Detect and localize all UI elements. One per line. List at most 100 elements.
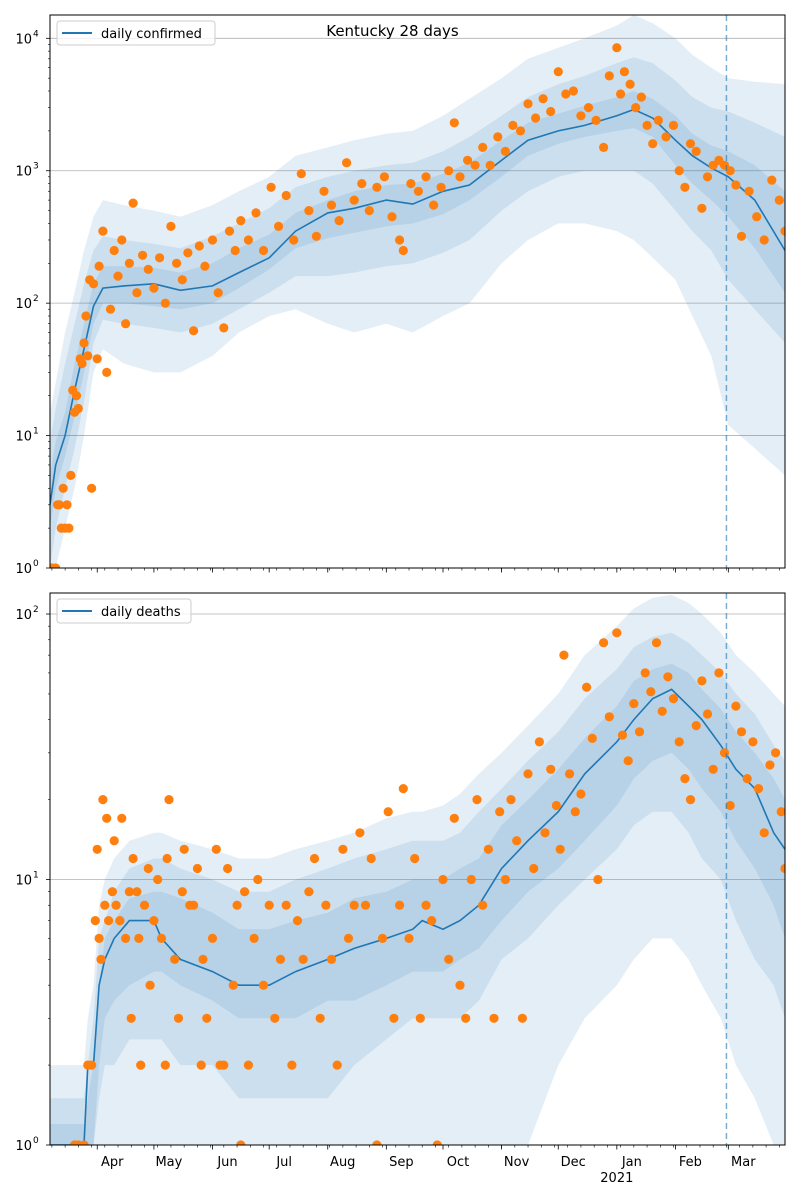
observed-point <box>332 1060 342 1070</box>
observed-point <box>296 169 306 179</box>
y-tick-exponent: 0 <box>33 559 39 569</box>
observed-point <box>172 258 182 268</box>
observed-point <box>500 874 510 885</box>
x-tick-label-apr: Apr <box>101 1155 124 1170</box>
observed-point <box>98 795 108 805</box>
observed-point <box>617 730 628 740</box>
legend-box <box>56 598 192 624</box>
y-tick-label: 10 <box>15 874 32 889</box>
chart-title: Kentucky 28 days <box>326 22 459 40</box>
observed-point <box>240 887 250 897</box>
observed-point <box>162 853 172 864</box>
observed-point <box>531 113 541 123</box>
observed-point <box>436 182 446 192</box>
observed-point <box>274 221 284 231</box>
x-tick-label-jul: Jul <box>275 1155 292 1170</box>
observed-point <box>266 182 276 192</box>
observed-point <box>102 813 112 823</box>
observed-point <box>555 844 565 854</box>
y-tick-exponent: 0 <box>33 1136 39 1146</box>
observed-point <box>680 182 690 192</box>
observed-point <box>109 836 119 846</box>
observed-point <box>517 1013 528 1023</box>
observed-point <box>483 844 493 854</box>
observed-point <box>697 203 707 213</box>
observed-point <box>599 142 609 152</box>
observed-point <box>546 764 556 774</box>
observed-point <box>143 863 153 874</box>
observed-point <box>604 712 614 722</box>
observed-point <box>583 103 594 113</box>
observed-point <box>438 874 448 885</box>
axes-frame <box>49 592 786 1146</box>
observed-point <box>117 813 127 823</box>
y-tick-exponent: 2 <box>33 294 39 304</box>
observed-point <box>364 206 374 216</box>
observed-point <box>126 1013 136 1023</box>
observed-point <box>128 198 138 208</box>
observed-point <box>321 900 331 910</box>
observed-point <box>534 737 545 747</box>
observed-point <box>355 828 365 838</box>
x-tick-label-nov: Nov <box>504 1155 530 1170</box>
observed-point <box>523 99 533 109</box>
observed-point <box>224 226 235 236</box>
observed-point <box>357 179 367 189</box>
observed-point <box>251 208 261 218</box>
legend-label: daily confirmed <box>101 27 202 42</box>
observed-point <box>702 709 713 719</box>
observed-point <box>753 784 764 794</box>
y-tick-exponent: 3 <box>33 162 39 172</box>
observed-point <box>383 807 393 817</box>
observed-point <box>100 900 110 910</box>
observed-point <box>102 367 112 377</box>
observed-point <box>561 89 571 99</box>
observed-point <box>223 863 233 874</box>
observed-point <box>309 853 320 864</box>
observed-point <box>136 1060 146 1070</box>
observed-point <box>270 1013 280 1023</box>
observed-point <box>576 789 586 799</box>
observed-point <box>377 933 388 944</box>
observed-point <box>117 235 127 245</box>
observed-point <box>115 916 125 926</box>
observed-point <box>177 887 187 897</box>
observed-point <box>164 795 174 805</box>
x-tick-label-feb: Feb <box>679 1155 702 1170</box>
observed-point <box>311 231 321 241</box>
observed-point <box>124 258 134 268</box>
observed-point <box>714 668 724 678</box>
observed-point <box>461 1013 471 1023</box>
observed-point <box>64 523 74 533</box>
observed-point <box>455 172 465 182</box>
observed-point <box>243 235 253 245</box>
observed-point <box>657 706 667 716</box>
observed-point <box>538 94 548 104</box>
observed-point <box>767 175 777 185</box>
observed-point <box>94 261 104 271</box>
observed-point <box>668 694 679 704</box>
observed-point <box>752 212 762 222</box>
observed-point <box>66 470 76 480</box>
observed-point <box>691 721 701 731</box>
observed-point <box>685 139 696 149</box>
observed-point <box>661 132 671 142</box>
observed-point <box>680 774 690 784</box>
observed-point <box>107 887 117 897</box>
observed-point <box>663 672 673 682</box>
observed-point <box>96 954 106 965</box>
observed-point <box>230 245 240 256</box>
observed-point <box>132 288 142 298</box>
observed-point <box>298 954 308 965</box>
observed-point <box>410 853 420 864</box>
observed-point <box>725 166 735 176</box>
observed-point <box>576 111 586 121</box>
observed-point <box>765 760 775 770</box>
observed-point <box>149 916 159 926</box>
observed-point <box>315 1013 325 1023</box>
observed-point <box>508 120 518 130</box>
observed-point <box>160 298 170 308</box>
observed-point <box>109 245 119 256</box>
x-year-label: 2021 <box>600 1171 633 1186</box>
